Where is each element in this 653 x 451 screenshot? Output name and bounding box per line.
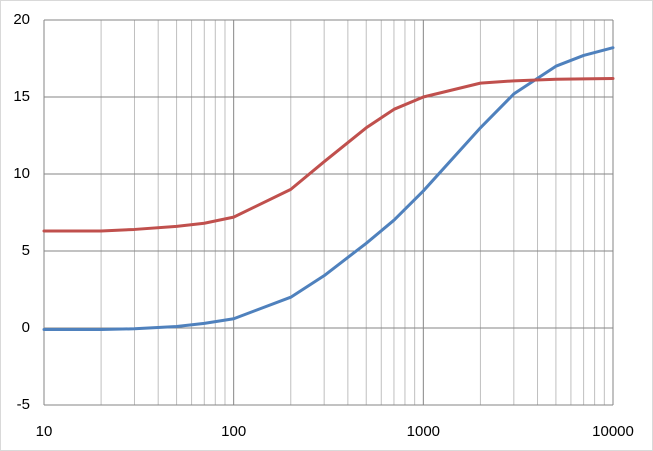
y-tick-label: 5 bbox=[22, 242, 30, 259]
x-tick-label: 10 bbox=[36, 423, 53, 440]
x-tick-label: 10000 bbox=[592, 423, 634, 440]
y-tick-label: 15 bbox=[13, 88, 30, 105]
y-tick-label: 10 bbox=[13, 165, 30, 182]
x-tick-label: 100 bbox=[221, 423, 246, 440]
y-tick-label: 20 bbox=[13, 11, 30, 28]
x-tick-label: 1000 bbox=[407, 423, 440, 440]
series-line bbox=[42, 77, 615, 233]
y-tick-label: -5 bbox=[17, 396, 30, 413]
y-tick-label: 0 bbox=[22, 319, 30, 336]
